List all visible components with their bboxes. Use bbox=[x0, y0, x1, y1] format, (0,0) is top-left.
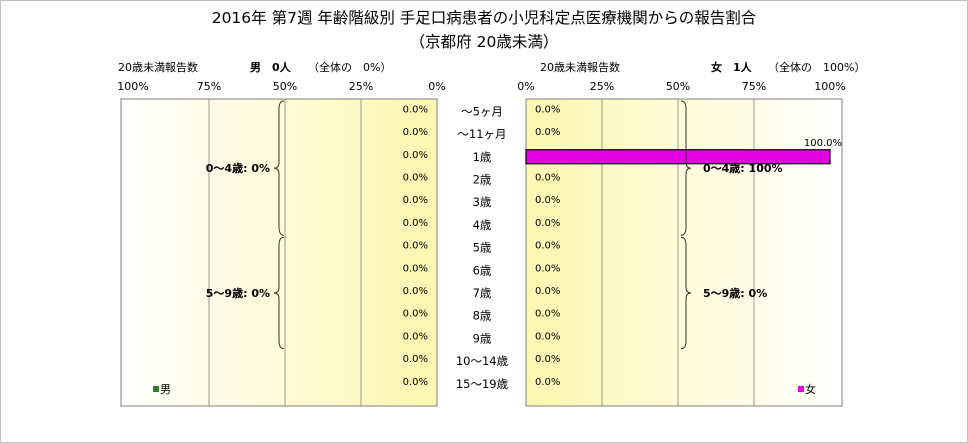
male-value-label: 0.0% bbox=[403, 354, 428, 365]
male-tick-label: 100% bbox=[117, 80, 148, 93]
chart-subtitle: （京都府 20歳未満） bbox=[410, 33, 559, 51]
female-axis-ticks: 0% 25% 50% 75% 100% bbox=[517, 80, 845, 93]
female-value-label: 0.0% bbox=[535, 104, 560, 115]
female-tick-label: 50% bbox=[666, 80, 690, 93]
male-group-braces: 0～4歳: 0% 5～9歳: 0% bbox=[206, 100, 285, 350]
female-value-label: 0.0% bbox=[535, 218, 560, 229]
female-bar bbox=[525, 149, 831, 165]
male-axis-ticks: 0% 25% 50% 75% 100% bbox=[117, 80, 445, 93]
age-category-label: 10～14歳 bbox=[456, 354, 509, 368]
age-category-label: 15～19歳 bbox=[456, 377, 509, 391]
age-category-label: ～11ヶ月 bbox=[457, 127, 506, 141]
age-category-label: 2歳 bbox=[473, 172, 492, 186]
female-group-brace bbox=[680, 236, 692, 350]
male-legend-label: 男 bbox=[160, 383, 171, 396]
male-group-label: 5～9歳: 0% bbox=[206, 286, 270, 300]
female-header-count: 女 1人 bbox=[711, 60, 753, 74]
male-group-label: 0～4歳: 0% bbox=[206, 161, 270, 175]
male-tick-label: 50% bbox=[273, 80, 297, 93]
male-value-label: 0.0% bbox=[403, 309, 428, 320]
male-tick-label: 0% bbox=[428, 80, 445, 93]
age-category-label: 9歳 bbox=[473, 331, 492, 345]
age-category-label: 1歳 bbox=[473, 150, 492, 164]
male-value-label: 0.0% bbox=[403, 150, 428, 161]
female-value-labels: 0.0% 0.0% 100.0% 0.0% 0.0% 0.0% 0.0% 0.0% 0.0% 0.… bbox=[535, 104, 842, 387]
female-group-label: 5～9歳: 0% bbox=[703, 286, 767, 300]
female-value-label: 0.0% bbox=[535, 127, 560, 138]
age-category-labels: ～5ヶ月 ～11ヶ月 1歳 2歳 3歳 4歳 5歳 6歳 7歳 8歳 9歳 10～14歳 15～19歳 bbox=[456, 104, 509, 390]
age-category-label: 3歳 bbox=[473, 195, 492, 209]
male-value-label: 0.0% bbox=[403, 241, 428, 252]
male-value-label: 0.0% bbox=[403, 195, 428, 206]
age-category-label: 6歳 bbox=[473, 263, 492, 277]
female-tick-label: 25% bbox=[590, 80, 614, 93]
female-value-label: 0.0% bbox=[535, 241, 560, 252]
male-header-share: （全体の 0%） bbox=[308, 60, 391, 74]
female-plot-area bbox=[525, 98, 843, 407]
male-value-label: 0.0% bbox=[403, 263, 428, 274]
male-value-label: 0.0% bbox=[403, 104, 428, 115]
age-category-label: 8歳 bbox=[473, 309, 492, 323]
age-category-label: 4歳 bbox=[473, 218, 492, 232]
age-category-label: ～5ヶ月 bbox=[461, 104, 503, 118]
male-gridlines bbox=[208, 99, 362, 406]
chart-title: 2016年 第7週 年齢階級別 手足口病患者の小児科定点医療機関からの報告割合 bbox=[212, 9, 757, 27]
female-group-braces: 0～4歳: 100% 5～9歳: 0% bbox=[680, 100, 783, 350]
female-tick-label: 75% bbox=[742, 80, 766, 93]
female-value-label: 0.0% bbox=[535, 263, 560, 274]
male-group-brace bbox=[273, 100, 285, 236]
male-value-labels: 0.0% 0.0% 0.0% 0.0% 0.0% 0.0% 0.0% 0.0% 0.0% 0.0%… bbox=[403, 104, 428, 387]
male-tick-label: 75% bbox=[197, 80, 221, 93]
male-value-label: 0.0% bbox=[403, 218, 428, 229]
female-value-label: 0.0% bbox=[535, 309, 560, 320]
female-tick-label: 0% bbox=[517, 80, 534, 93]
male-value-label: 0.0% bbox=[403, 286, 428, 297]
age-category-label: 7歳 bbox=[473, 286, 492, 300]
male-value-label: 0.0% bbox=[403, 172, 428, 183]
age-category-label: 5歳 bbox=[473, 241, 492, 255]
male-value-label: 0.0% bbox=[403, 331, 428, 342]
male-legend-swatch bbox=[153, 386, 159, 392]
male-group-brace bbox=[273, 236, 285, 350]
female-value-label: 0.0% bbox=[535, 331, 560, 342]
female-header-label: 20歳未満報告数 bbox=[540, 61, 620, 74]
female-group-brace bbox=[680, 100, 692, 236]
female-header-share: （全体の 100%） bbox=[768, 60, 865, 74]
female-value-label: 0.0% bbox=[535, 286, 560, 297]
male-value-label: 0.0% bbox=[403, 127, 428, 138]
male-value-label: 0.0% bbox=[403, 377, 428, 388]
female-value-label: 0.0% bbox=[535, 377, 560, 388]
female-value-label: 0.0% bbox=[535, 354, 560, 365]
female-tick-label: 100% bbox=[814, 80, 845, 93]
female-legend-swatch bbox=[798, 386, 804, 392]
female-group-label: 0～4歳: 100% bbox=[703, 161, 783, 175]
female-legend-label: 女 bbox=[805, 382, 816, 396]
female-value-label: 100.0% bbox=[804, 138, 842, 149]
male-header-label: 20歳未満報告数 bbox=[118, 61, 198, 74]
male-header-count: 男 0人 bbox=[250, 60, 292, 74]
male-tick-label: 25% bbox=[349, 80, 373, 93]
female-value-label: 0.0% bbox=[535, 195, 560, 206]
female-value-label: 0.0% bbox=[535, 172, 560, 183]
female-bars bbox=[525, 149, 831, 165]
